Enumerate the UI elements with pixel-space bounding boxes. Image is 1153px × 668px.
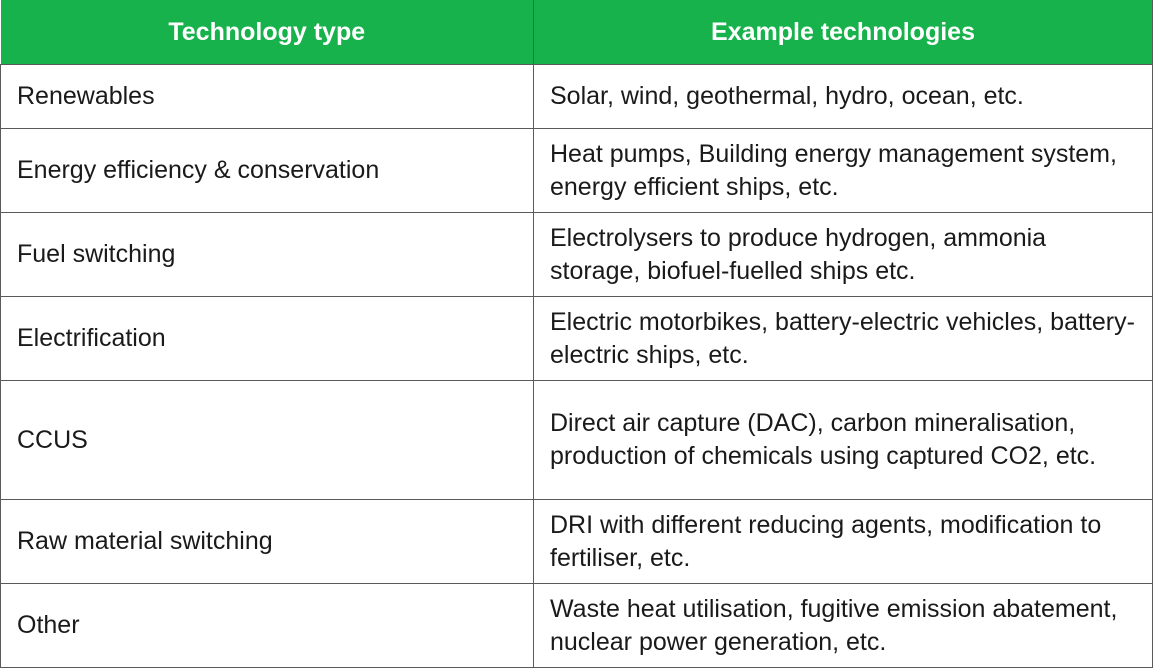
table-row: Renewables Solar, wind, geothermal, hydr…	[0, 64, 1153, 129]
technology-type-cell: Fuel switching	[0, 212, 534, 297]
example-technologies-cell: Direct air capture (DAC), carbon mineral…	[533, 380, 1153, 500]
table-row: Raw material switching DRI with differen…	[0, 499, 1153, 584]
technology-type-cell: Energy efficiency & conservation	[0, 128, 534, 213]
technology-type-cell: Raw material switching	[0, 499, 534, 584]
example-technologies-cell: Heat pumps, Building energy management s…	[533, 128, 1153, 213]
table-row: Energy efficiency & conservation Heat pu…	[0, 128, 1153, 213]
header-example-technologies: Example technologies	[533, 0, 1153, 65]
technology-type-cell: Electrification	[0, 296, 534, 381]
table-row: Electrification Electric motorbikes, bat…	[0, 296, 1153, 381]
example-technologies-cell: Waste heat utilisation, fugitive emissio…	[533, 583, 1153, 668]
header-technology-type: Technology type	[0, 0, 534, 65]
example-technologies-cell: Solar, wind, geothermal, hydro, ocean, e…	[533, 64, 1153, 129]
technology-type-cell: Renewables	[0, 64, 534, 129]
technology-type-cell: CCUS	[0, 380, 534, 500]
technology-type-cell: Other	[0, 583, 534, 668]
table-header-row: Technology type Example technologies	[0, 0, 1153, 65]
example-technologies-cell: DRI with different reducing agents, modi…	[533, 499, 1153, 584]
table-row: Other Waste heat utilisation, fugitive e…	[0, 583, 1153, 668]
example-technologies-cell: Electric motorbikes, battery-electric ve…	[533, 296, 1153, 381]
table-row: CCUS Direct air capture (DAC), carbon mi…	[0, 380, 1153, 500]
example-technologies-cell: Electrolysers to produce hydrogen, ammon…	[533, 212, 1153, 297]
table-row: Fuel switching Electrolysers to produce …	[0, 212, 1153, 297]
